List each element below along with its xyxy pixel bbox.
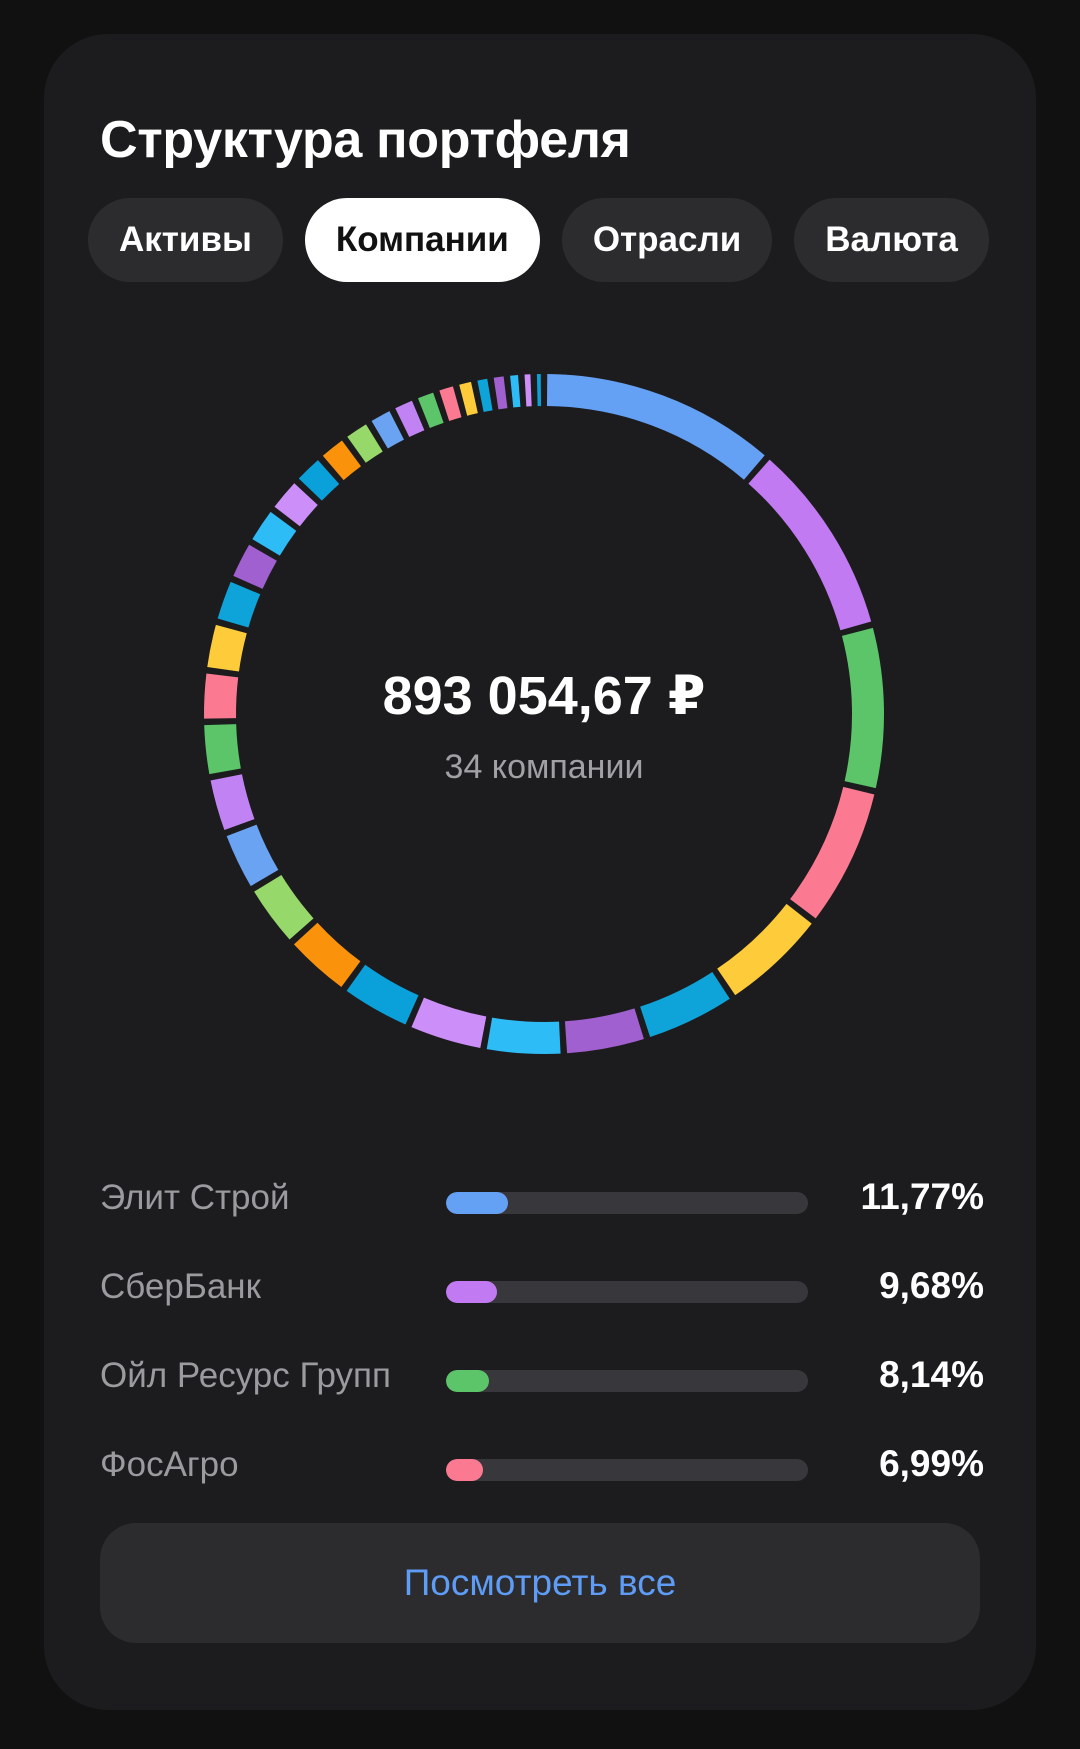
share-bar bbox=[446, 1370, 808, 1392]
donut-slice-22[interactable] bbox=[298, 460, 340, 501]
donut-slice-13[interactable] bbox=[226, 824, 279, 887]
donut-slice-26[interactable] bbox=[395, 400, 425, 438]
donut-slice-24[interactable] bbox=[347, 424, 383, 463]
company-name: Ойл Ресурс Групп bbox=[100, 1356, 391, 1395]
company-name: Элит Строй bbox=[100, 1178, 290, 1217]
list-item: ФосАгро 6,99% bbox=[100, 1437, 984, 1526]
donut-slice-29[interactable] bbox=[459, 381, 478, 416]
donut-slice-5[interactable] bbox=[717, 903, 812, 996]
portfolio-total: 893 054,67 ₽ bbox=[382, 666, 706, 726]
tab-industries[interactable]: Отрасли bbox=[561, 198, 773, 282]
share-bar bbox=[446, 1192, 808, 1214]
donut-slice-17[interactable] bbox=[207, 624, 247, 672]
list-item: Элит Строй 11,77% bbox=[100, 1170, 984, 1259]
donut-slice-12[interactable] bbox=[254, 874, 314, 940]
list-item: СберБанк 9,68% bbox=[100, 1259, 984, 1348]
donut-chart: 893 054,67 ₽ 34 компании bbox=[194, 364, 894, 1064]
tab-companies[interactable]: Компании bbox=[304, 198, 540, 282]
tab-bar: Активы Компании Отрасли Валюта bbox=[88, 198, 989, 282]
share-bar-fill bbox=[446, 1459, 483, 1481]
share-bar bbox=[446, 1459, 808, 1481]
share-bar-fill bbox=[446, 1281, 497, 1303]
tab-currency[interactable]: Валюта bbox=[794, 198, 989, 282]
donut-slice-1[interactable] bbox=[546, 374, 765, 480]
donut-slice-14[interactable] bbox=[210, 774, 255, 830]
company-name: СберБанк bbox=[100, 1267, 261, 1306]
donut-slice-2[interactable] bbox=[748, 459, 872, 631]
donut-slice-4[interactable] bbox=[789, 786, 875, 919]
donut-chart-svg bbox=[204, 374, 884, 1054]
view-all-button[interactable]: Посмотреть все bbox=[100, 1523, 980, 1643]
top-companies-list: Элит Строй 11,77% СберБанк 9,68% Ойл Рес… bbox=[100, 1170, 984, 1526]
share-bar bbox=[446, 1281, 808, 1303]
portfolio-structure-card: Структура портфеля Активы Компании Отрас… bbox=[44, 34, 1036, 1710]
donut-slice-18[interactable] bbox=[217, 581, 261, 628]
donut-slice-30[interactable] bbox=[477, 378, 493, 412]
list-item: Ойл Ресурс Групп 8,14% bbox=[100, 1348, 984, 1437]
donut-slice-3[interactable] bbox=[841, 627, 884, 789]
donut-slice-27[interactable] bbox=[417, 392, 444, 428]
donut-slice-10[interactable] bbox=[346, 964, 419, 1025]
donut-slice-31[interactable] bbox=[493, 376, 508, 410]
donut-slice-16[interactable] bbox=[204, 673, 239, 719]
company-percent: 9,68% bbox=[879, 1265, 984, 1306]
donut-slice-7[interactable] bbox=[564, 1008, 644, 1054]
donut-slice-11[interactable] bbox=[293, 922, 361, 987]
share-bar-fill bbox=[446, 1192, 508, 1214]
company-name: ФосАгро bbox=[100, 1445, 239, 1484]
company-percent: 8,14% bbox=[879, 1354, 984, 1395]
company-percent: 6,99% bbox=[879, 1443, 984, 1484]
tab-assets[interactable]: Активы bbox=[88, 198, 283, 282]
companies-count: 34 компании bbox=[444, 748, 644, 786]
donut-slice-15[interactable] bbox=[204, 723, 241, 775]
donut-slice-23[interactable] bbox=[322, 440, 362, 481]
company-percent: 11,77% bbox=[860, 1176, 984, 1217]
donut-slice-8[interactable] bbox=[486, 1017, 561, 1054]
donut-slice-32[interactable] bbox=[510, 374, 521, 408]
donut-slice-20[interactable] bbox=[252, 511, 297, 556]
card-title: Структура портфеля bbox=[100, 111, 631, 169]
donut-slice-6[interactable] bbox=[639, 971, 730, 1038]
donut-slice-28[interactable] bbox=[439, 386, 462, 421]
donut-slice-9[interactable] bbox=[411, 997, 487, 1048]
donut-slice-25[interactable] bbox=[371, 411, 405, 449]
share-bar-fill bbox=[446, 1370, 489, 1392]
donut-slice-19[interactable] bbox=[233, 544, 277, 590]
donut-slice-21[interactable] bbox=[274, 483, 318, 527]
